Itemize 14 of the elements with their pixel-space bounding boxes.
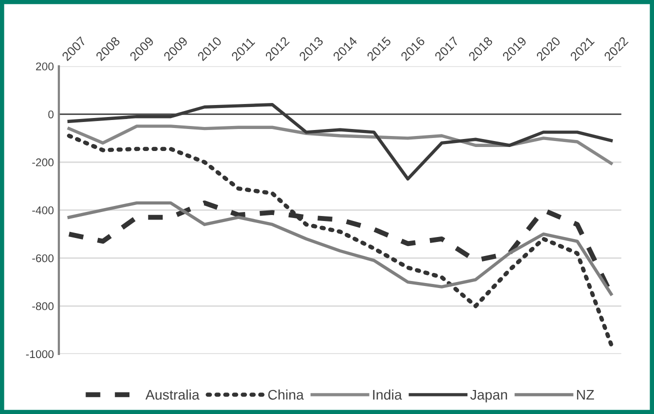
legend-label: NZ <box>577 390 594 400</box>
legend-label: China <box>268 389 304 400</box>
line-series <box>67 124 613 165</box>
y-tick-label: -1000 <box>26 350 54 358</box>
y-tick-label: -600 <box>32 254 54 262</box>
legend-label: Australia <box>145 389 200 400</box>
legend-label: India <box>373 389 402 400</box>
y-tick-label: -400 <box>32 206 54 214</box>
line-series <box>66 134 614 346</box>
y-tick-label: -800 <box>32 302 54 310</box>
legend-label: Japan <box>470 390 507 402</box>
y-tick-label: 0 <box>48 110 54 118</box>
y-tick-label: -200 <box>32 158 54 166</box>
y-tick-label: 200 <box>36 62 54 70</box>
